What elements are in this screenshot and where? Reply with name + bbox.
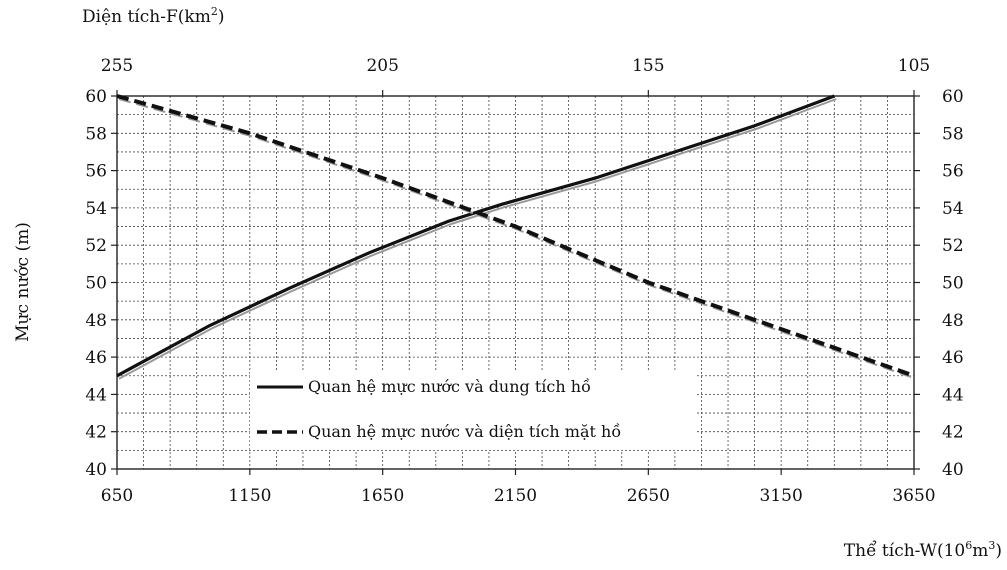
grid	[117, 96, 914, 469]
x-tick-label: 2650	[627, 486, 670, 506]
x-tick-label: 3650	[892, 486, 935, 506]
top-x-axis: 255 205 155 105	[101, 56, 930, 96]
top-tick-label: 155	[632, 56, 664, 76]
y-axis-label: Mực nước (m)	[13, 222, 33, 342]
top-tick-label: 255	[101, 56, 133, 76]
right-y-tick-label: 40	[942, 460, 964, 480]
bottom-x-axis: 650 1150 1650 2150 2650 3150 3650	[101, 469, 936, 506]
y-tick-label: 58	[85, 124, 107, 144]
top-tick-label: 205	[366, 56, 398, 76]
series-line-1	[116, 94, 835, 378]
right-y-tick-label: 42	[942, 423, 964, 443]
series-shadow-1	[118, 98, 837, 380]
right-y-axis: 40 42 44 46 48 50 52 54 56 58 60	[914, 87, 964, 480]
right-y-tick-label: 50	[942, 274, 964, 294]
series-line-2	[116, 94, 915, 378]
y-tick-label: 40	[85, 460, 107, 480]
y-tick-label: 46	[85, 348, 107, 368]
x-tick-label: 3150	[760, 486, 803, 506]
legend: Quan hệ mực nước và dung tích hồ Quan hệ…	[250, 372, 695, 450]
y-tick-label: 42	[85, 423, 107, 443]
y-tick-label: 54	[85, 199, 107, 219]
x-tick-label: 1150	[228, 486, 271, 506]
right-y-tick-label: 60	[942, 87, 964, 107]
right-y-tick-label: 54	[942, 199, 964, 219]
top-axis-label: Diện tích-F(km2)	[82, 5, 224, 27]
right-y-tick-label: 52	[942, 236, 964, 256]
right-y-tick-label: 48	[942, 311, 964, 331]
y-tick-label: 50	[85, 274, 107, 294]
legend-box	[250, 372, 695, 450]
x-tick-label: 2150	[494, 486, 537, 506]
top-tick-label: 105	[898, 56, 930, 76]
y-tick-label: 48	[85, 311, 107, 331]
series-shadow-2	[118, 98, 917, 380]
y-tick-label: 44	[85, 385, 107, 405]
left-y-axis: 40 42 44 46 48 50 52 54 56 58 60	[85, 87, 117, 480]
right-y-tick-label: 56	[942, 162, 964, 182]
x-tick-label: 650	[101, 486, 133, 506]
legend-label-solid: Quan hệ mực nước và dung tích hồ	[308, 377, 591, 396]
right-y-tick-label: 58	[942, 124, 964, 144]
y-tick-label: 56	[85, 162, 107, 182]
right-y-tick-label: 46	[942, 348, 964, 368]
right-y-tick-label: 44	[942, 385, 964, 405]
bottom-axis-label: Thể tích-W(106m3)	[844, 539, 1002, 561]
y-tick-label: 52	[85, 236, 107, 256]
series-layer	[116, 94, 917, 380]
y-tick-label: 60	[85, 87, 107, 107]
x-tick-label: 1650	[361, 486, 404, 506]
legend-label-dashed: Quan hệ mực nước và diện tích mặt hồ	[308, 422, 621, 441]
